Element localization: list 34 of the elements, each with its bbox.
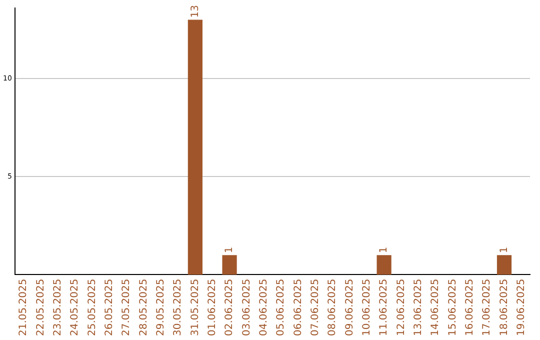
x-tick-label: 15.06.2025	[447, 278, 458, 336]
x-tick-label: 08.06.2025	[327, 278, 338, 336]
x-tick-label: 18.06.2025	[498, 278, 510, 336]
x-tick-label: 24.05.2025	[70, 278, 81, 336]
x-tick-label: 14.06.2025	[430, 278, 442, 336]
x-tick-label: 13.06.2025	[412, 278, 424, 336]
x-tick-label: 01.06.2025	[206, 278, 218, 336]
data-label: 1	[498, 246, 510, 254]
x-tick-label: 02.06.2025	[224, 278, 236, 336]
x-tick-label: 03.06.2025	[241, 278, 252, 336]
data-label: 1	[224, 246, 236, 254]
x-tick-label: 30.05.2025	[172, 278, 184, 336]
x-tick-label: 05.06.2025	[276, 278, 287, 336]
x-tick-label: 26.05.2025	[104, 278, 115, 336]
x-tick-label: 07.06.2025	[310, 278, 321, 336]
x-tick-label: 11.06.2025	[378, 278, 390, 336]
data-label: 1	[378, 246, 390, 254]
x-tick-label: 17.06.2025	[482, 278, 493, 336]
x-tick-label: 21.05.2025	[18, 278, 30, 336]
x-tick-label: 06.06.2025	[292, 278, 304, 336]
x-tick-label: 31.05.2025	[190, 278, 201, 336]
x-tick-label: 27.05.2025	[121, 278, 132, 336]
data-label: 13	[190, 5, 201, 18]
x-tick-label: 22.05.2025	[35, 278, 46, 336]
x-tick-label: 12.06.2025	[396, 278, 407, 336]
x-tick-label: 16.06.2025	[464, 278, 476, 336]
x-tick-label: 09.06.2025	[344, 278, 356, 336]
x-tick-label: 04.06.2025	[258, 278, 270, 336]
x-tick-label: 29.05.2025	[155, 278, 166, 336]
x-tick-label: 23.05.2025	[52, 278, 64, 336]
x-tick-label: 19.06.2025	[516, 278, 528, 336]
x-tick-label: 10.06.2025	[361, 278, 372, 336]
x-tick-label: 25.05.2025	[86, 278, 98, 336]
x-tick-label: 28.05.2025	[138, 278, 150, 336]
